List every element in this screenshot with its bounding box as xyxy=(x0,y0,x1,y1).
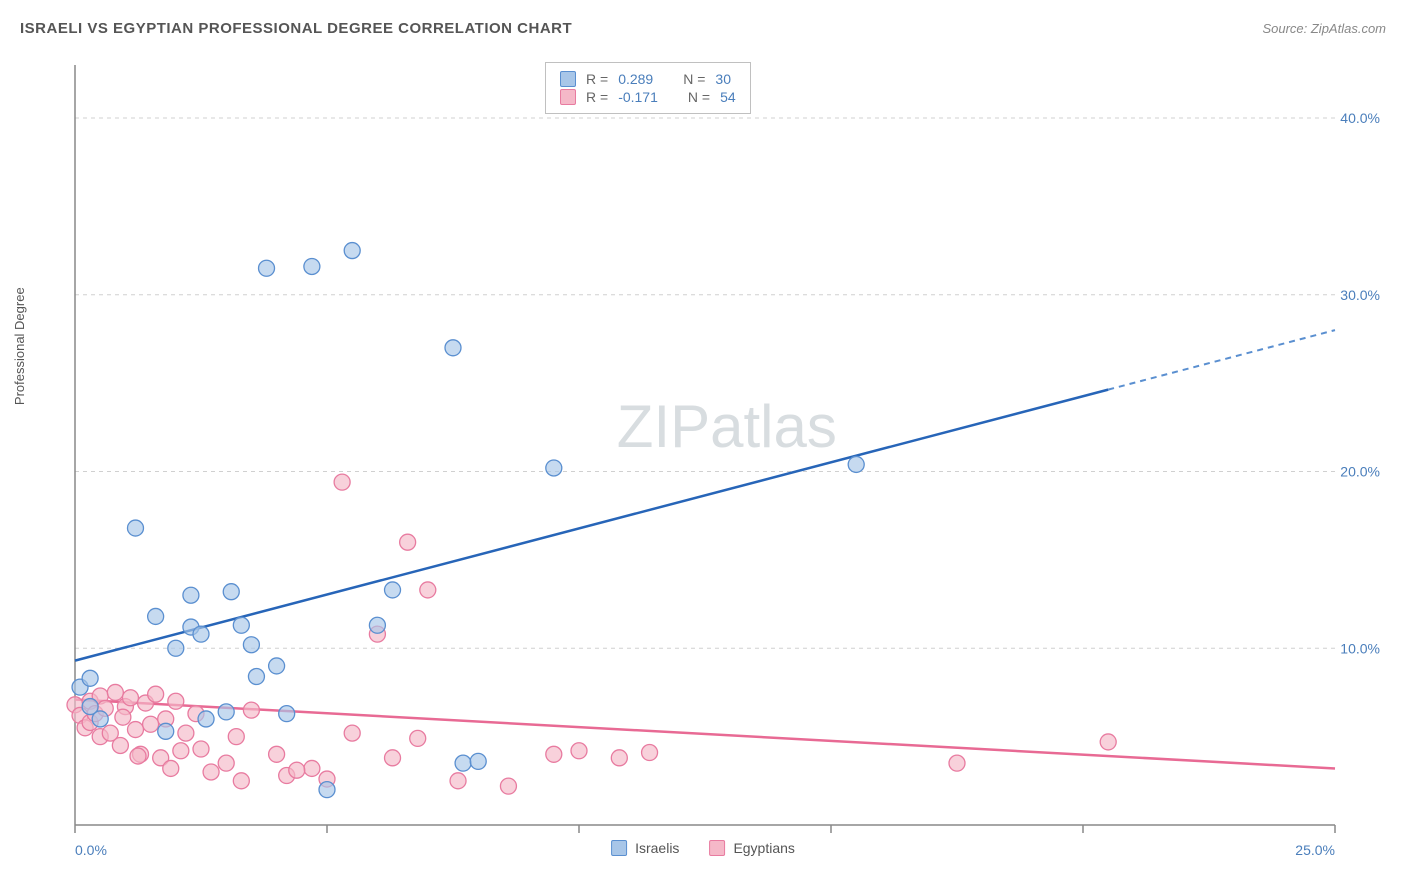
data-point-israeli xyxy=(319,782,335,798)
data-point-israeli xyxy=(385,582,401,598)
data-point-israeli xyxy=(455,755,471,771)
data-point-egyptian xyxy=(420,582,436,598)
source-attribution: Source: ZipAtlas.com xyxy=(1262,21,1386,36)
data-point-israeli xyxy=(82,670,98,686)
data-point-egyptian xyxy=(163,760,179,776)
data-point-egyptian xyxy=(228,729,244,745)
data-point-egyptian xyxy=(410,730,426,746)
swatch-egyptians-icon xyxy=(709,840,725,856)
svg-text:25.0%: 25.0% xyxy=(1295,842,1335,858)
data-point-egyptian xyxy=(949,755,965,771)
data-point-egyptian xyxy=(233,773,249,789)
correlation-legend: R = 0.289 N = 30 R = -0.171 N = 54 xyxy=(545,62,751,114)
data-point-israeli xyxy=(233,617,249,633)
series-legend: Israelis Egyptians xyxy=(611,840,795,856)
svg-text:10.0%: 10.0% xyxy=(1340,640,1380,656)
data-point-israeli xyxy=(223,584,239,600)
data-point-israeli xyxy=(848,456,864,472)
svg-text:30.0%: 30.0% xyxy=(1340,287,1380,303)
data-point-egyptian xyxy=(115,709,131,725)
svg-text:20.0%: 20.0% xyxy=(1340,464,1380,480)
data-point-egyptian xyxy=(611,750,627,766)
data-point-egyptian xyxy=(243,702,259,718)
data-point-egyptian xyxy=(107,684,123,700)
data-point-egyptian xyxy=(112,737,128,753)
data-point-israeli xyxy=(168,640,184,656)
chart-container: Professional Degree 10.0%20.0%30.0%40.0%… xyxy=(20,55,1386,872)
data-point-egyptian xyxy=(1100,734,1116,750)
data-point-egyptian xyxy=(334,474,350,490)
data-point-israeli xyxy=(218,704,234,720)
data-point-israeli xyxy=(183,587,199,603)
data-point-israeli xyxy=(127,520,143,536)
data-point-israeli xyxy=(344,243,360,259)
data-point-israeli xyxy=(304,258,320,274)
data-point-egyptian xyxy=(450,773,466,789)
data-point-egyptian xyxy=(289,762,305,778)
svg-text:40.0%: 40.0% xyxy=(1340,110,1380,126)
data-point-egyptian xyxy=(385,750,401,766)
data-point-egyptian xyxy=(500,778,516,794)
swatch-israelis-icon xyxy=(611,840,627,856)
data-point-egyptian xyxy=(130,748,146,764)
data-point-israeli xyxy=(248,669,264,685)
data-point-egyptian xyxy=(642,745,658,761)
scatter-plot: 10.0% 20.0% 30.0% 40.0% 0.0% 25.0% xyxy=(20,55,1385,865)
swatch-egyptians-icon xyxy=(560,89,576,105)
legend-item-israelis: Israelis xyxy=(611,840,679,856)
data-point-israeli xyxy=(92,711,108,727)
legend-row-egyptians: R = -0.171 N = 54 xyxy=(560,89,736,105)
data-point-egyptian xyxy=(148,686,164,702)
data-point-egyptian xyxy=(173,743,189,759)
data-point-israeli xyxy=(470,753,486,769)
data-point-israeli xyxy=(279,706,295,722)
data-point-egyptian xyxy=(127,722,143,738)
y-axis-label: Professional Degree xyxy=(12,287,27,405)
data-point-israeli xyxy=(259,260,275,276)
data-point-egyptian xyxy=(546,746,562,762)
data-point-israeli xyxy=(198,711,214,727)
data-point-egyptian xyxy=(344,725,360,741)
data-point-egyptian xyxy=(304,760,320,776)
chart-title: ISRAELI VS EGYPTIAN PROFESSIONAL DEGREE … xyxy=(20,20,572,37)
data-point-israeli xyxy=(369,617,385,633)
data-point-israeli xyxy=(546,460,562,476)
svg-text:0.0%: 0.0% xyxy=(75,842,107,858)
data-point-egyptian xyxy=(218,755,234,771)
data-point-israeli xyxy=(158,723,174,739)
data-point-egyptian xyxy=(143,716,159,732)
data-point-egyptian xyxy=(193,741,209,757)
data-point-egyptian xyxy=(269,746,285,762)
data-point-israeli xyxy=(243,637,259,653)
data-point-egyptian xyxy=(178,725,194,741)
legend-row-israelis: R = 0.289 N = 30 xyxy=(560,71,736,87)
data-point-egyptian xyxy=(400,534,416,550)
data-point-israeli xyxy=(269,658,285,674)
data-point-egyptian xyxy=(203,764,219,780)
data-point-israeli xyxy=(148,608,164,624)
data-point-egyptian xyxy=(571,743,587,759)
data-point-egyptian xyxy=(168,693,184,709)
swatch-israelis-icon xyxy=(560,71,576,87)
data-point-israeli xyxy=(193,626,209,642)
legend-item-egyptians: Egyptians xyxy=(709,840,794,856)
data-point-israeli xyxy=(445,340,461,356)
data-point-egyptian xyxy=(122,690,138,706)
